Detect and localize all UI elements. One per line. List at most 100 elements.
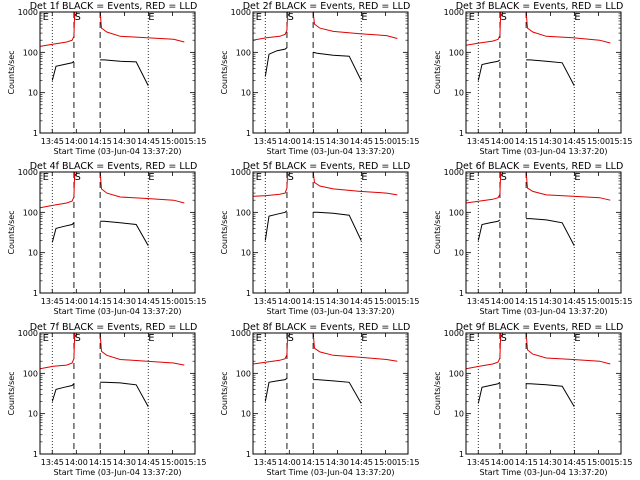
lld-line	[99, 172, 185, 204]
x-tick-label: 15:15	[609, 297, 632, 306]
x-axis-label: Start Time (03-Jun-04 13:37:20)	[480, 147, 608, 156]
panel-title: Det 7f BLACK = Events, RED = LLD	[30, 322, 198, 333]
time-marker-letter: S	[500, 12, 506, 23]
time-marker-letter: S	[287, 333, 293, 344]
y-tick-label: 10	[454, 249, 464, 258]
y-axis-label: Counts/sec	[433, 210, 442, 254]
time-marker-letter: E	[361, 172, 367, 183]
events-line	[312, 51, 362, 81]
x-tick-label: 14:15	[515, 297, 538, 306]
y-axis-label: Counts/sec	[7, 371, 16, 415]
time-marker-letter: E	[43, 333, 49, 344]
time-marker-letter: S	[74, 172, 80, 183]
y-axis-label: Counts/sec	[220, 210, 229, 254]
y-tick-label: 1	[459, 129, 464, 138]
x-tick-label: 14:30	[326, 137, 349, 146]
panel-title: Det 2f BLACK = Events, RED = LLD	[243, 1, 411, 12]
x-tick-label: 14:15	[515, 137, 538, 146]
x-tick-label: 14:45	[350, 137, 373, 146]
y-tick-label: 10	[241, 249, 251, 258]
x-tick-label: 15:15	[396, 297, 419, 306]
x-tick-label: 14:00	[278, 458, 301, 467]
y-tick-label: 1	[246, 129, 251, 138]
events-line	[264, 47, 288, 77]
x-axis-label: Start Time (03-Jun-04 13:37:20)	[54, 307, 182, 316]
events-line	[526, 383, 575, 407]
plot-frame	[252, 11, 409, 134]
lld-line	[525, 172, 611, 201]
y-tick-label: 10	[454, 89, 464, 98]
time-marker-letter: E	[256, 172, 262, 183]
x-tick-label: 15:15	[183, 297, 206, 306]
time-marker-letter: E	[361, 12, 367, 23]
panel-title: Det 8f BLACK = Events, RED = LLD	[243, 322, 411, 333]
lld-line	[253, 333, 289, 365]
x-tick-label: 15:00	[374, 137, 397, 146]
y-tick-label: 1	[459, 450, 464, 459]
lld-line	[312, 172, 398, 196]
x-tick-label: 14:45	[563, 137, 586, 146]
events-line	[526, 218, 575, 246]
lld-line	[525, 12, 611, 44]
x-tick-label: 15:00	[587, 297, 610, 306]
x-axis-label: Start Time (03-Jun-04 13:37:20)	[267, 307, 395, 316]
y-tick-label: 100	[236, 208, 251, 217]
time-marker-letter: S	[287, 172, 293, 183]
x-tick-label: 15:00	[374, 297, 397, 306]
x-tick-label: 14:15	[515, 458, 538, 467]
panel-title: Det 9f BLACK = Events, RED = LLD	[456, 322, 624, 333]
x-tick-label: 15:00	[587, 137, 610, 146]
events-line	[264, 210, 288, 241]
lld-line	[40, 172, 76, 209]
time-marker-letter: E	[256, 333, 262, 344]
y-tick-label: 1000	[18, 168, 38, 177]
plot-frame	[39, 332, 196, 455]
x-tick-label: 15:15	[609, 458, 632, 467]
events-line	[264, 377, 288, 402]
y-tick-label: 1	[33, 129, 38, 138]
x-tick-label: 14:30	[539, 297, 562, 306]
y-tick-label: 1000	[444, 168, 464, 177]
time-marker-letter: E	[256, 12, 262, 23]
time-marker-letter: E	[469, 12, 475, 23]
lld-line	[466, 12, 502, 46]
x-tick-label: 14:15	[302, 297, 325, 306]
y-tick-label: 100	[23, 369, 38, 378]
time-marker-letter: S	[500, 333, 506, 344]
x-tick-label: 15:00	[161, 297, 184, 306]
y-axis-label: Counts/sec	[7, 210, 16, 254]
x-tick-label: 15:15	[396, 137, 419, 146]
y-tick-label: 10	[241, 410, 251, 419]
x-axis-label: Start Time (03-Jun-04 13:37:20)	[267, 468, 395, 477]
time-marker-letter: E	[148, 172, 154, 183]
panel-title: Det 5f BLACK = Events, RED = LLD	[243, 161, 411, 172]
events-line	[526, 59, 575, 86]
events-line	[313, 211, 362, 241]
y-tick-label: 100	[449, 208, 464, 217]
plot-frame	[465, 332, 622, 455]
y-axis-label: Counts/sec	[220, 371, 229, 415]
time-marker-letter: E	[469, 172, 475, 183]
time-marker-letter: E	[148, 333, 154, 344]
plot-frame	[39, 11, 196, 134]
x-tick-label: 13:45	[254, 137, 277, 146]
lld-line	[99, 333, 185, 366]
lld-line	[525, 333, 611, 365]
events-line	[51, 222, 75, 243]
x-tick-label: 14:45	[350, 458, 373, 467]
x-axis-label: Start Time (03-Jun-04 13:37:20)	[267, 147, 395, 156]
y-tick-label: 10	[241, 89, 251, 98]
y-tick-label: 1	[459, 289, 464, 298]
x-tick-label: 14:15	[302, 458, 325, 467]
x-tick-label: 13:45	[467, 137, 490, 146]
events-line	[477, 59, 501, 81]
panel-title: Det 4f BLACK = Events, RED = LLD	[30, 161, 198, 172]
x-axis-label: Start Time (03-Jun-04 13:37:20)	[54, 147, 182, 156]
x-tick-label: 14:15	[302, 137, 325, 146]
